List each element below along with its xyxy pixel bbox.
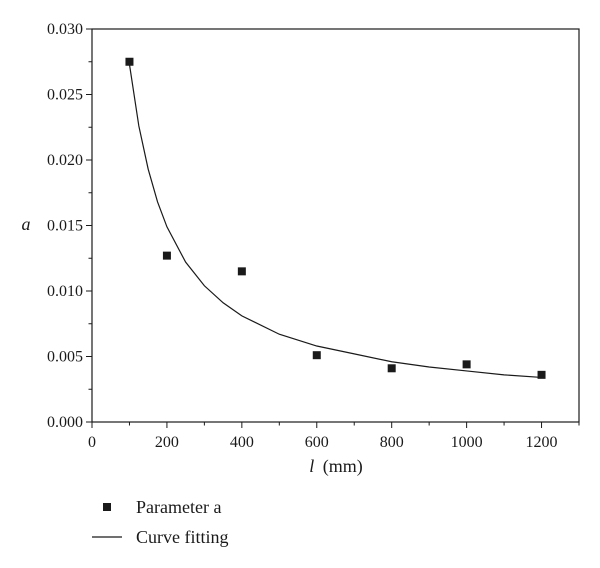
- y-tick-label: 0.000: [47, 414, 83, 431]
- y-tick-label: 0.020: [47, 152, 83, 169]
- x-tick-label: 800: [380, 434, 404, 451]
- plot-frame: [91, 28, 580, 423]
- y-tick-label: 0.005: [47, 349, 83, 366]
- data-point: [237, 267, 246, 276]
- data-point: [312, 351, 321, 360]
- x-axis-unit: (mm): [323, 456, 363, 477]
- y-tick-label: 0.015: [47, 218, 83, 235]
- x-tick-label: 1000: [451, 434, 483, 451]
- data-point: [537, 370, 546, 379]
- x-axis-variable: l: [309, 456, 314, 476]
- series-curve-fitting: [128, 64, 542, 379]
- data-point: [387, 364, 396, 373]
- curve-layer: [128, 64, 542, 379]
- x-tick-label: 200: [155, 434, 179, 451]
- data-point: [125, 57, 134, 66]
- y-axis-title: a: [22, 214, 31, 234]
- data-point: [162, 251, 171, 260]
- x-tick-label: 600: [305, 434, 329, 451]
- x-axis-title: l (mm): [309, 456, 363, 477]
- legend-marker-points: [103, 503, 111, 511]
- ticks: 0 200 400 600 800 1000 1200 0.000 0.005 0.010 0.01…: [47, 21, 580, 451]
- data-point: [462, 360, 471, 369]
- axes: [91, 28, 580, 423]
- x-tick-label: 400: [230, 434, 254, 451]
- x-tick-label: 0: [88, 434, 96, 451]
- legend-label-line: Curve fitting: [136, 527, 229, 547]
- y-tick-label: 0.010: [47, 283, 83, 300]
- y-tick-label: 0.030: [47, 21, 83, 38]
- legend: Parameter a Curve fitting: [92, 497, 229, 547]
- y-tick-label: 0.025: [47, 87, 83, 104]
- points-layer: [125, 57, 546, 379]
- legend-label-points: Parameter a: [136, 497, 221, 517]
- x-tick-label: 1200: [526, 434, 558, 451]
